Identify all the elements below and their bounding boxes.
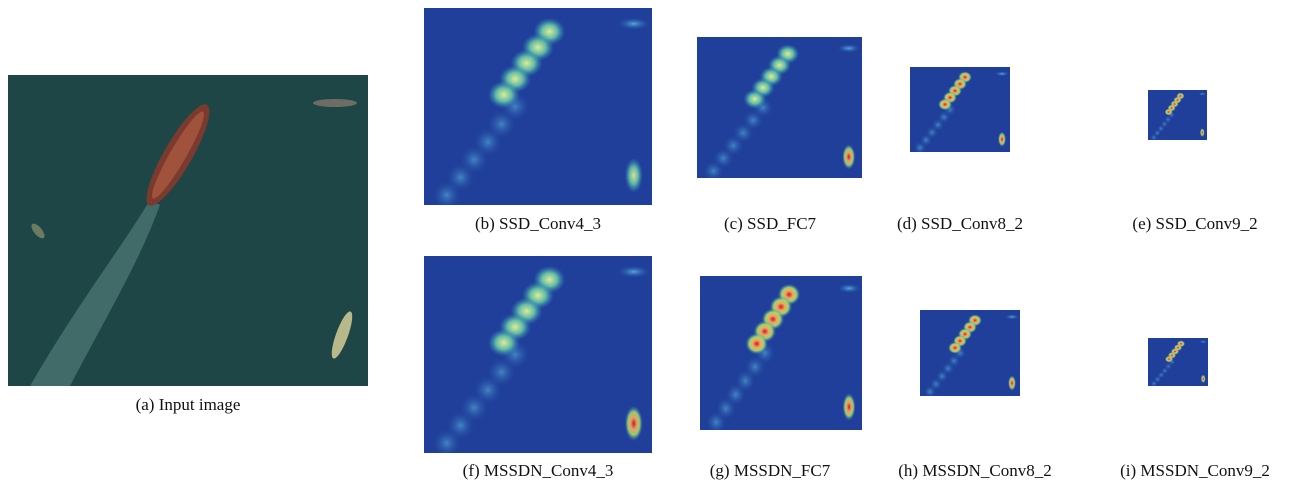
activation <box>1165 109 1173 116</box>
panel-caption: (g) MSSDN_FC7 <box>710 461 831 480</box>
activation <box>1008 375 1016 390</box>
activation <box>1150 380 1157 387</box>
panel-caption: (c) SSD_FC7 <box>724 214 817 233</box>
feature-map <box>697 37 862 181</box>
activation <box>842 144 855 169</box>
feature-map <box>1148 90 1207 141</box>
activation <box>995 71 1009 76</box>
panel-caption: (f) MSSDN_Conv4_3 <box>463 461 614 480</box>
activation <box>743 89 766 109</box>
figure-canvas: (a) Input image (b) SSD_Conv4_3 (c) SSD_FC… <box>0 0 1292 489</box>
panel-caption: (d) SSD_Conv8_2 <box>897 214 1023 233</box>
activation <box>1200 128 1205 137</box>
activation <box>1198 93 1206 96</box>
activation <box>924 386 936 398</box>
panel-caption: (e) SSD_Conv9_2 <box>1132 214 1257 233</box>
feature-map <box>920 310 1020 398</box>
activation <box>837 44 860 52</box>
feature-map <box>424 8 652 209</box>
activation <box>1199 340 1207 343</box>
activation <box>433 429 460 457</box>
activation <box>625 406 643 441</box>
activation <box>488 81 520 109</box>
panel-caption: (a) Input image <box>136 395 241 414</box>
activation <box>843 393 856 421</box>
activation <box>704 161 724 181</box>
activation <box>1005 314 1019 319</box>
panel-caption: (i) MSSDN_Conv9_2 <box>1120 461 1270 480</box>
activation <box>914 142 926 154</box>
activation <box>948 342 962 354</box>
figure: (a) Input image (b) SSD_Conv4_3 (c) SSD_FC… <box>0 0 1292 489</box>
activation <box>745 333 768 355</box>
activation <box>488 329 520 357</box>
activation <box>618 266 650 278</box>
activation <box>938 98 952 110</box>
activation <box>998 132 1006 147</box>
activation <box>706 412 725 434</box>
panel-caption: (h) MSSDN_Conv8_2 <box>898 461 1052 480</box>
activation <box>1165 356 1173 363</box>
activation <box>625 158 643 193</box>
feature-map <box>424 256 652 457</box>
feature-map <box>1148 338 1208 387</box>
panel-caption: (b) SSD_Conv4_3 <box>475 214 601 233</box>
input-image <box>8 75 368 386</box>
feature-map <box>910 67 1010 154</box>
activation <box>618 18 650 30</box>
activation <box>1201 374 1206 383</box>
activation <box>433 181 460 209</box>
feature-map <box>700 276 862 433</box>
activation <box>838 284 861 293</box>
activation <box>1150 134 1157 141</box>
